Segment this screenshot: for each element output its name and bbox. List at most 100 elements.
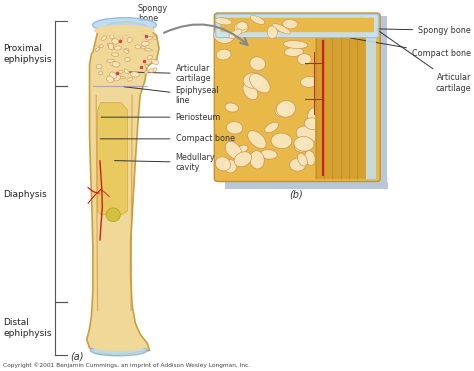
Ellipse shape bbox=[94, 46, 100, 50]
Ellipse shape bbox=[110, 35, 114, 39]
Text: (b): (b) bbox=[289, 190, 303, 200]
Ellipse shape bbox=[115, 27, 122, 32]
Ellipse shape bbox=[124, 49, 128, 53]
Text: Spongy bone: Spongy bone bbox=[285, 26, 471, 35]
Ellipse shape bbox=[99, 72, 103, 75]
Ellipse shape bbox=[117, 29, 121, 32]
Ellipse shape bbox=[146, 36, 152, 40]
Text: Copyright ©2001 Benjamin Cummings, an imprint of Addison Wesley Longman, Inc.: Copyright ©2001 Benjamin Cummings, an im… bbox=[3, 363, 250, 368]
Ellipse shape bbox=[141, 41, 149, 46]
FancyBboxPatch shape bbox=[225, 181, 388, 190]
Ellipse shape bbox=[290, 158, 306, 171]
Ellipse shape bbox=[135, 45, 140, 49]
Ellipse shape bbox=[294, 137, 314, 151]
Ellipse shape bbox=[128, 77, 133, 81]
Ellipse shape bbox=[145, 64, 148, 68]
Ellipse shape bbox=[250, 151, 264, 169]
Ellipse shape bbox=[214, 27, 235, 43]
Ellipse shape bbox=[237, 145, 248, 153]
Ellipse shape bbox=[243, 83, 258, 100]
Ellipse shape bbox=[96, 65, 102, 69]
Ellipse shape bbox=[234, 152, 252, 167]
Ellipse shape bbox=[296, 126, 319, 142]
Ellipse shape bbox=[145, 70, 148, 74]
Text: (a): (a) bbox=[71, 351, 84, 361]
Ellipse shape bbox=[107, 43, 113, 48]
Ellipse shape bbox=[112, 62, 120, 67]
Ellipse shape bbox=[151, 59, 159, 65]
Ellipse shape bbox=[100, 45, 103, 48]
Ellipse shape bbox=[248, 131, 266, 148]
Text: Periosteum: Periosteum bbox=[101, 113, 221, 122]
Ellipse shape bbox=[143, 31, 147, 35]
Ellipse shape bbox=[225, 103, 238, 112]
Ellipse shape bbox=[152, 68, 157, 72]
Ellipse shape bbox=[92, 18, 156, 32]
Ellipse shape bbox=[110, 61, 116, 66]
Ellipse shape bbox=[107, 76, 114, 82]
Ellipse shape bbox=[106, 208, 120, 221]
Text: Proximal
ephiphysis: Proximal ephiphysis bbox=[3, 44, 52, 64]
Ellipse shape bbox=[145, 49, 152, 51]
FancyBboxPatch shape bbox=[376, 16, 387, 188]
Ellipse shape bbox=[304, 118, 321, 130]
PathPatch shape bbox=[87, 21, 159, 355]
Ellipse shape bbox=[284, 47, 303, 56]
FancyBboxPatch shape bbox=[216, 14, 379, 37]
Ellipse shape bbox=[120, 34, 123, 40]
Ellipse shape bbox=[125, 48, 129, 52]
Ellipse shape bbox=[147, 55, 152, 59]
Ellipse shape bbox=[215, 157, 230, 171]
Ellipse shape bbox=[271, 133, 292, 149]
Ellipse shape bbox=[287, 24, 299, 34]
Text: Articular
cartilage: Articular cartilage bbox=[129, 64, 211, 83]
Ellipse shape bbox=[297, 54, 311, 65]
Ellipse shape bbox=[101, 36, 107, 40]
Text: Spongy
bone: Spongy bone bbox=[126, 4, 168, 35]
Text: Compact bone: Compact bone bbox=[351, 38, 471, 58]
Polygon shape bbox=[98, 103, 128, 215]
Ellipse shape bbox=[109, 44, 114, 48]
Ellipse shape bbox=[118, 70, 123, 73]
Ellipse shape bbox=[224, 160, 237, 173]
Ellipse shape bbox=[138, 28, 147, 32]
Ellipse shape bbox=[234, 22, 248, 33]
Ellipse shape bbox=[243, 73, 264, 88]
Ellipse shape bbox=[261, 150, 277, 159]
Ellipse shape bbox=[127, 37, 132, 43]
Ellipse shape bbox=[301, 76, 318, 87]
Ellipse shape bbox=[91, 342, 146, 351]
Ellipse shape bbox=[95, 47, 100, 52]
Text: Compact bone: Compact bone bbox=[100, 134, 235, 143]
Ellipse shape bbox=[119, 76, 126, 79]
Ellipse shape bbox=[215, 18, 232, 25]
Ellipse shape bbox=[114, 75, 120, 81]
Ellipse shape bbox=[275, 103, 289, 116]
Ellipse shape bbox=[305, 151, 315, 165]
Ellipse shape bbox=[250, 57, 265, 70]
Ellipse shape bbox=[109, 72, 117, 79]
FancyBboxPatch shape bbox=[214, 13, 380, 181]
Ellipse shape bbox=[283, 20, 298, 29]
Ellipse shape bbox=[250, 16, 265, 24]
Ellipse shape bbox=[249, 73, 270, 93]
Ellipse shape bbox=[141, 46, 145, 49]
Ellipse shape bbox=[114, 46, 121, 50]
Ellipse shape bbox=[112, 39, 118, 44]
FancyBboxPatch shape bbox=[315, 16, 376, 179]
Ellipse shape bbox=[283, 41, 308, 49]
Ellipse shape bbox=[237, 22, 247, 30]
Ellipse shape bbox=[308, 108, 322, 127]
Ellipse shape bbox=[149, 69, 153, 73]
Ellipse shape bbox=[111, 53, 119, 56]
Ellipse shape bbox=[153, 36, 156, 40]
Ellipse shape bbox=[130, 72, 139, 77]
Text: Diaphysis: Diaphysis bbox=[3, 190, 47, 199]
Text: Epiphyseal
line: Epiphyseal line bbox=[124, 86, 219, 105]
Ellipse shape bbox=[91, 345, 147, 356]
FancyBboxPatch shape bbox=[366, 16, 376, 179]
Ellipse shape bbox=[284, 18, 308, 31]
FancyArrowPatch shape bbox=[164, 24, 247, 45]
Ellipse shape bbox=[276, 101, 295, 117]
Ellipse shape bbox=[229, 29, 242, 39]
